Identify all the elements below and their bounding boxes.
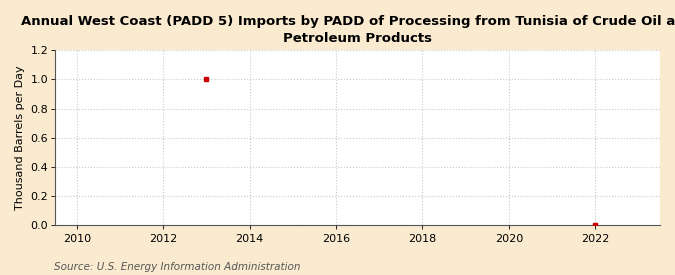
Text: Source: U.S. Energy Information Administration: Source: U.S. Energy Information Administ…: [54, 262, 300, 272]
Title: Annual West Coast (PADD 5) Imports by PADD of Processing from Tunisia of Crude O: Annual West Coast (PADD 5) Imports by PA…: [21, 15, 675, 45]
Y-axis label: Thousand Barrels per Day: Thousand Barrels per Day: [15, 65, 25, 210]
